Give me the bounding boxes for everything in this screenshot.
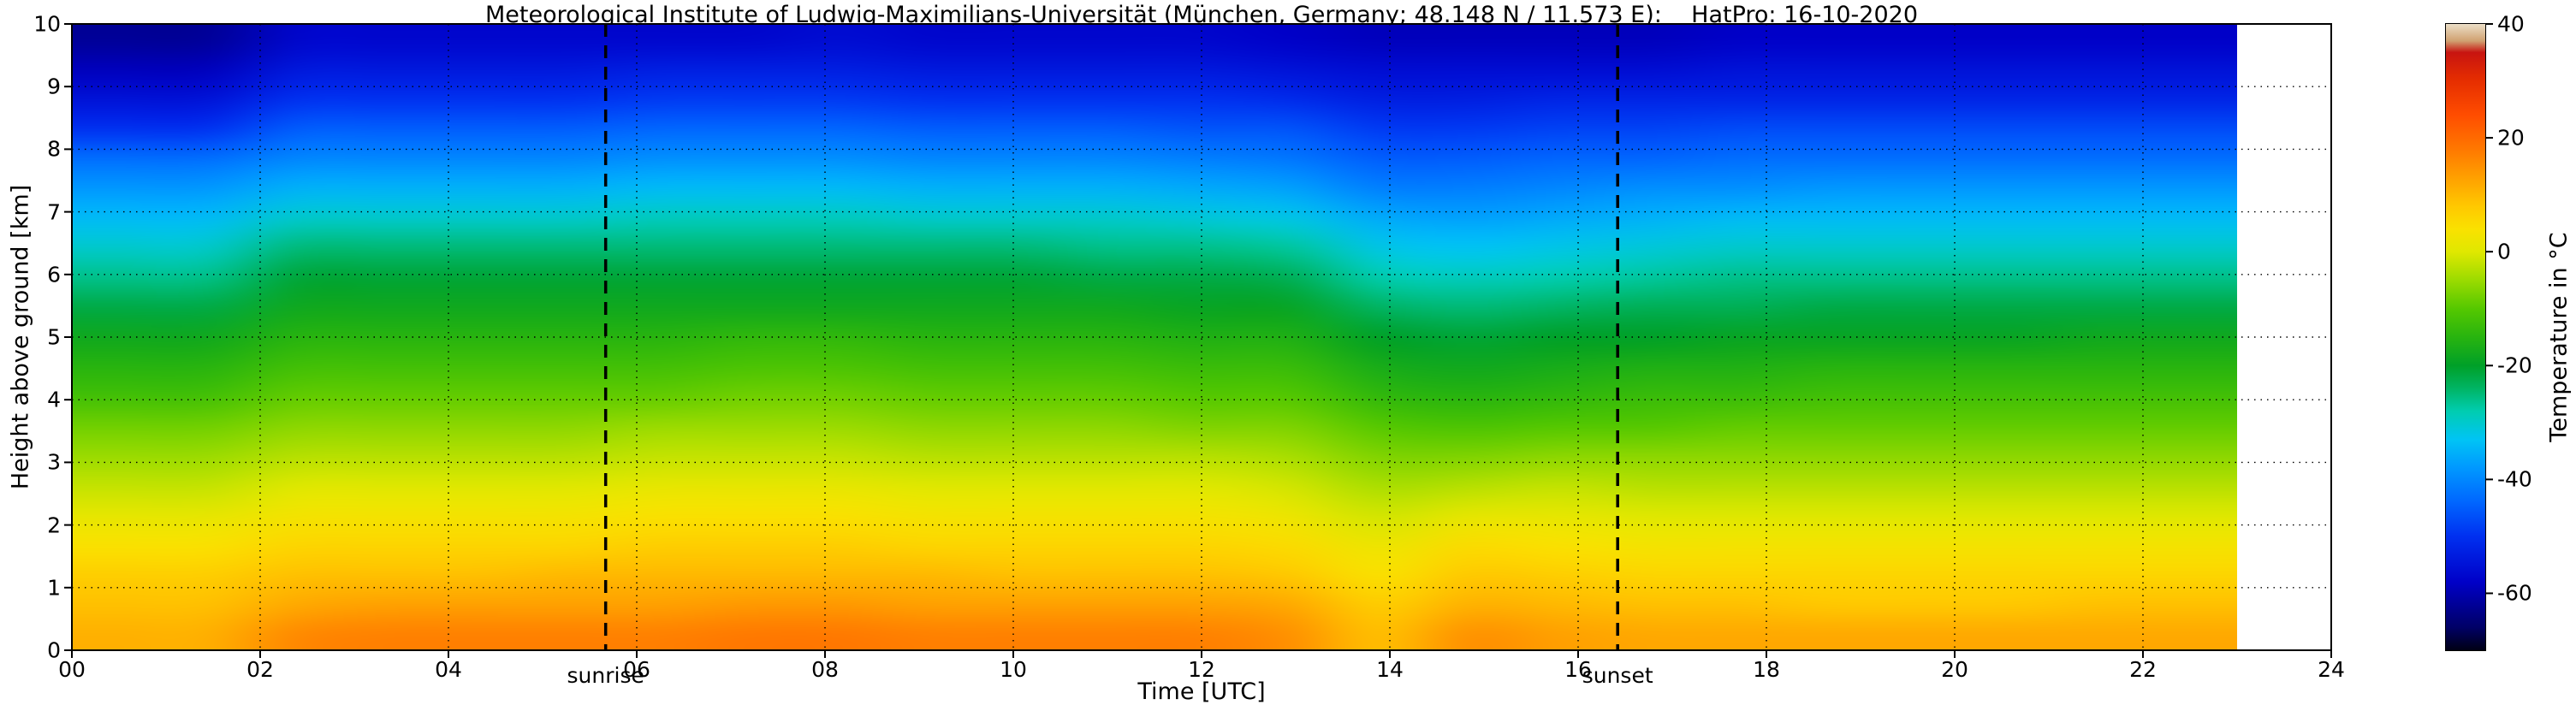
y-tick-label: 8 xyxy=(47,136,61,162)
x-tick-label: 20 xyxy=(1941,657,1968,682)
x-tick-label: 16 xyxy=(1564,657,1592,682)
y-axis-label: Height above ground [km] xyxy=(7,184,34,490)
x-tick-label: 12 xyxy=(1188,657,1215,682)
x-tick-label: 04 xyxy=(435,657,462,682)
x-tick-label: 00 xyxy=(58,657,86,682)
x-axis-label: Time [UTC] xyxy=(1137,678,1266,705)
y-tick-label: 4 xyxy=(47,387,61,412)
colorbar xyxy=(2446,24,2485,650)
x-tick-label: 14 xyxy=(1376,657,1404,682)
sunrise-label: sunrise xyxy=(567,663,644,688)
y-tick-label: 1 xyxy=(47,575,61,601)
y-tick-label: 2 xyxy=(47,512,61,537)
x-tick-label: 24 xyxy=(2318,657,2345,682)
sunset-label: sunset xyxy=(1582,663,1653,688)
y-tick-label: 7 xyxy=(47,198,61,224)
y-tick-label: 3 xyxy=(47,449,61,475)
y-tick-label: 0 xyxy=(47,637,61,663)
colorbar-label: Temperature in °C xyxy=(2545,232,2573,442)
colorbar-tick-label: -60 xyxy=(2497,580,2532,606)
x-tick-label: 18 xyxy=(1753,657,1780,682)
colorbar-tick-label: -20 xyxy=(2497,352,2532,378)
x-tick-label: 22 xyxy=(2129,657,2157,682)
colorbar-tick-label: 40 xyxy=(2497,11,2525,37)
y-tick-label: 6 xyxy=(47,262,61,287)
x-tick-label: 10 xyxy=(1000,657,1027,682)
temperature-heatmap xyxy=(72,24,2237,650)
x-tick-label: 02 xyxy=(246,657,274,682)
y-tick-label: 5 xyxy=(47,324,61,350)
y-tick-label: 9 xyxy=(47,74,61,99)
colorbar-tick-label: -40 xyxy=(2497,466,2532,492)
y-tick-label: 10 xyxy=(33,11,61,37)
x-tick-label: 06 xyxy=(623,657,650,682)
x-tick-label: 08 xyxy=(811,657,839,682)
colorbar-tick-label: 20 xyxy=(2497,125,2525,151)
colorbar-tick-label: 0 xyxy=(2497,239,2511,264)
